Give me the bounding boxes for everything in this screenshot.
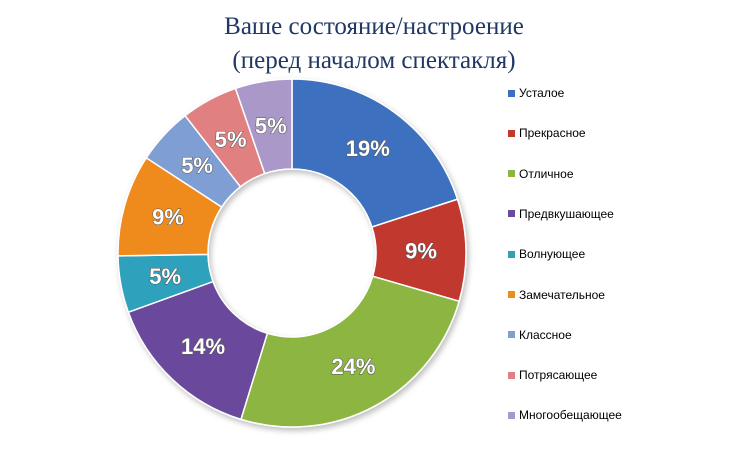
legend-label: Волнующее bbox=[519, 247, 586, 262]
slice-label-8: 5% bbox=[215, 127, 247, 152]
legend-item-9: Многообещающее bbox=[508, 406, 622, 424]
legend-item-2: Прекрасное bbox=[508, 124, 586, 142]
legend-swatch bbox=[508, 371, 515, 379]
chart-title-line1: Ваше состояние/настроение bbox=[224, 13, 524, 40]
doughnut-ring bbox=[117, 78, 467, 428]
slice-label-1: 19% bbox=[346, 136, 390, 161]
slice-9 bbox=[234, 78, 293, 175]
slice-3 bbox=[240, 275, 461, 428]
slice-label-9: 5% bbox=[255, 113, 287, 138]
legend-swatch bbox=[508, 129, 515, 137]
legend-item-1: Усталое bbox=[508, 84, 564, 102]
slice-1 bbox=[291, 78, 459, 228]
legend-swatch bbox=[508, 331, 515, 339]
chart-title-line2: (перед началом спектакля) bbox=[232, 47, 516, 74]
legend-label: Замечательное bbox=[519, 287, 605, 302]
legend-swatch bbox=[508, 89, 515, 97]
legend-label: Отличное bbox=[519, 166, 574, 181]
legend-swatch bbox=[508, 411, 515, 419]
legend-item-6: Замечательное bbox=[508, 286, 605, 304]
slice-label-2: 9% bbox=[405, 238, 437, 263]
legend-swatch bbox=[508, 291, 515, 298]
slice-label-7: 5% bbox=[181, 153, 213, 178]
legend-label: Прекрасное bbox=[519, 126, 586, 141]
legend-item-4: Предвкушающее bbox=[508, 205, 614, 223]
legend-item-5: Волнующее bbox=[508, 245, 585, 263]
legend-label: Классное bbox=[519, 327, 572, 342]
slice-label-6: 9% bbox=[152, 205, 184, 230]
legend-swatch bbox=[508, 210, 515, 218]
legend-swatch bbox=[508, 250, 515, 258]
legend-label: Многообещающее bbox=[519, 408, 622, 423]
legend-item-3: Отличное bbox=[508, 165, 574, 183]
legend-label: Усталое bbox=[519, 86, 565, 100]
slice-label-4: 14% bbox=[181, 334, 225, 359]
legend-item-8: Потрясающее bbox=[508, 366, 597, 384]
legend-swatch bbox=[508, 170, 515, 178]
legend-label: Предвкушающее bbox=[519, 206, 614, 221]
chart-title: Ваше состояние/настроение (перед началом… bbox=[0, 10, 748, 78]
slice-label-3: 24% bbox=[331, 354, 375, 379]
slice-label-5: 5% bbox=[149, 264, 181, 289]
legend-item-7: Классное bbox=[508, 326, 572, 344]
legend-label: Потрясающее bbox=[519, 368, 598, 383]
